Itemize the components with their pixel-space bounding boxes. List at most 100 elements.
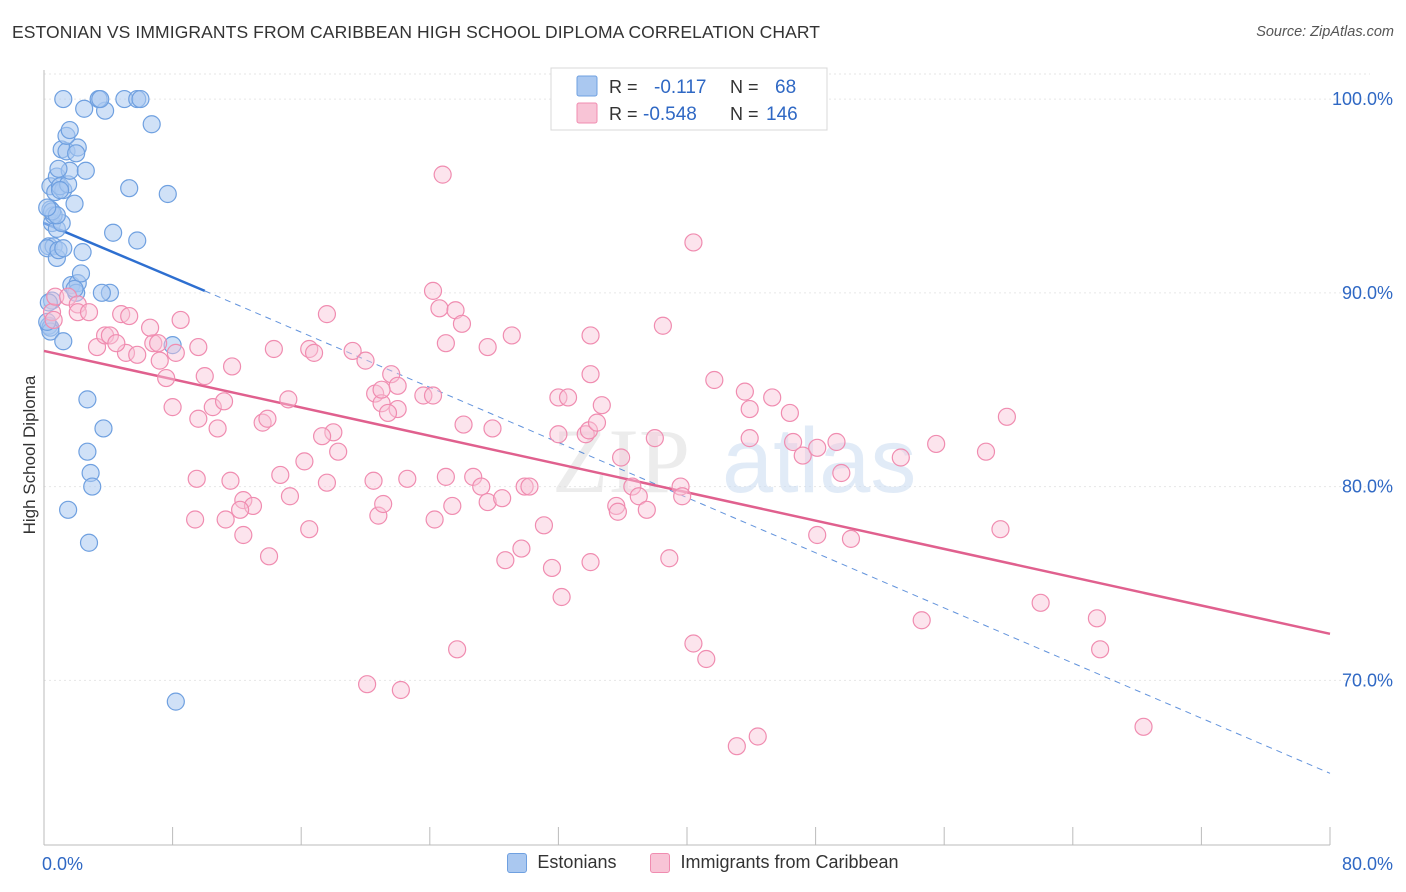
- data-point-caribbean: [1087, 609, 1107, 628]
- watermark-zip: ZIP: [552, 410, 690, 512]
- x-tick-labels: 0.0% 80.0%: [42, 854, 1393, 874]
- data-point-caribbean: [454, 415, 473, 434]
- data-point-caribbean: [343, 341, 362, 361]
- legend-r-value-1: -0.117: [654, 77, 706, 98]
- data-point-caribbean: [912, 611, 931, 630]
- data-point-caribbean: [520, 477, 539, 496]
- data-point-caribbean: [587, 413, 607, 432]
- data-point-caribbean: [46, 287, 65, 306]
- legend-n-value-1: 68: [775, 77, 796, 98]
- data-point-estonians: [104, 223, 123, 242]
- data-point-caribbean: [107, 334, 126, 353]
- data-point-caribbean: [483, 419, 502, 438]
- y-tick-label: 80.0%: [1342, 477, 1393, 497]
- data-point-estonians: [75, 99, 94, 118]
- data-point-caribbean: [382, 365, 401, 384]
- legend-item-caribbean[interactable]: Immigrants from Caribbean: [650, 852, 899, 873]
- data-point-estonians: [60, 120, 79, 140]
- data-point-estonians: [83, 477, 102, 496]
- data-point-caribbean: [793, 446, 812, 465]
- legend-r-label-1: R =: [609, 77, 638, 97]
- data-point-caribbean: [549, 425, 568, 444]
- watermark-atlas: atlas: [722, 410, 916, 512]
- data-point-estonians: [50, 181, 70, 200]
- data-point-caribbean: [611, 448, 631, 467]
- series-legend: Estonians Immigrants from Caribbean: [0, 852, 1406, 873]
- data-point-caribbean: [79, 303, 99, 322]
- watermark: ZIP atlas: [552, 410, 916, 512]
- data-point-estonians: [73, 243, 92, 262]
- legend-swatch-pink: [576, 102, 598, 124]
- legend-n-label-1: N =: [730, 77, 759, 97]
- data-point-caribbean: [637, 500, 656, 519]
- data-point-caribbean: [1134, 717, 1153, 736]
- data-point-caribbean: [271, 465, 290, 485]
- series-caribbean-points: [42, 165, 1153, 756]
- data-point-caribbean: [423, 386, 443, 405]
- data-point-estonians: [120, 179, 139, 198]
- data-point-estonians: [59, 500, 78, 519]
- data-point-estonians: [54, 239, 73, 258]
- legend-swatch-estonians: [507, 852, 528, 873]
- data-point-caribbean: [684, 634, 703, 653]
- data-point-caribbean: [280, 487, 300, 506]
- data-point-caribbean: [150, 351, 169, 370]
- legend-r-label-2: R =: [609, 104, 638, 124]
- data-point-estonians: [54, 89, 73, 109]
- data-point-caribbean: [452, 314, 472, 333]
- data-point-caribbean: [515, 477, 534, 496]
- data-point-estonians: [166, 692, 185, 711]
- data-point-caribbean: [534, 516, 554, 535]
- data-point-caribbean: [222, 357, 242, 376]
- data-point-caribbean: [493, 489, 512, 508]
- data-point-caribbean: [472, 477, 491, 496]
- data-point-caribbean: [414, 386, 433, 405]
- data-point-caribbean: [259, 547, 279, 566]
- data-point-caribbean: [430, 299, 449, 318]
- data-point-caribbean: [653, 316, 672, 335]
- data-point-caribbean: [436, 467, 455, 486]
- data-point-caribbean: [748, 727, 767, 746]
- data-point-caribbean: [391, 680, 410, 700]
- data-point-caribbean: [388, 376, 407, 395]
- legend-item-estonians[interactable]: Estonians: [507, 852, 616, 873]
- data-point-caribbean: [189, 409, 208, 428]
- data-point-caribbean: [258, 409, 277, 428]
- data-point-caribbean: [592, 396, 611, 415]
- data-point-caribbean: [705, 370, 724, 390]
- legend-n-value-2: 146: [766, 104, 798, 125]
- y-tick-label: 90.0%: [1342, 283, 1393, 303]
- data-point-caribbean: [423, 281, 443, 300]
- data-point-caribbean: [216, 510, 235, 529]
- data-point-caribbean: [927, 434, 946, 454]
- data-point-caribbean: [991, 520, 1010, 539]
- data-point-caribbean: [832, 463, 851, 483]
- data-point-caribbean: [841, 529, 861, 548]
- data-point-caribbean: [374, 494, 393, 514]
- data-point-caribbean: [697, 649, 716, 669]
- x-tick-label: 0.0%: [42, 854, 83, 874]
- data-point-caribbean: [186, 510, 205, 529]
- data-point-caribbean: [364, 471, 383, 490]
- data-point-caribbean: [684, 233, 703, 252]
- data-point-estonians: [91, 89, 110, 109]
- data-point-caribbean: [1031, 593, 1050, 612]
- data-point-caribbean: [372, 380, 391, 399]
- data-point-caribbean: [581, 365, 600, 384]
- data-point-caribbean: [558, 388, 578, 407]
- data-point-caribbean: [512, 539, 531, 558]
- data-point-caribbean: [116, 343, 136, 362]
- data-point-caribbean: [976, 442, 996, 461]
- chart-title: ESTONIAN VS IMMIGRANTS FROM CARIBBEAN HI…: [12, 22, 821, 42]
- data-point-caribbean: [1091, 640, 1110, 659]
- data-point-caribbean: [203, 398, 222, 417]
- y-axis-label: High School Diploma: [20, 375, 39, 534]
- data-point-caribbean: [997, 407, 1016, 426]
- data-point-caribbean: [808, 525, 827, 545]
- data-point-caribbean: [660, 549, 679, 568]
- data-point-caribbean: [187, 469, 206, 488]
- data-point-caribbean: [300, 520, 319, 539]
- data-point-caribbean: [581, 553, 600, 572]
- data-point-caribbean: [740, 429, 759, 448]
